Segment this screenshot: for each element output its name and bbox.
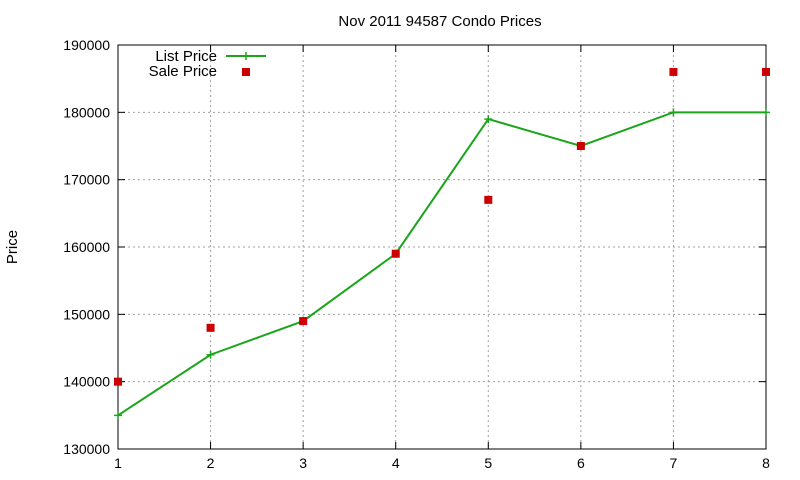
x-tick-label: 1 <box>114 455 122 471</box>
x-tick-label: 5 <box>484 455 492 471</box>
legend-label-sale-price: Sale Price <box>149 63 217 80</box>
list-price-point <box>484 115 493 124</box>
y-tick-label: 170000 <box>63 172 110 188</box>
chart-title: Nov 2011 94587 Condo Prices <box>338 13 541 30</box>
y-tick-label: 150000 <box>63 306 110 322</box>
sale-price-point <box>391 249 400 258</box>
sale-price-point <box>114 377 122 386</box>
y-tick-label: 160000 <box>63 239 110 255</box>
sale-price-point <box>669 67 678 76</box>
y-tick-label: 130000 <box>63 441 110 457</box>
list-price-point <box>114 411 122 420</box>
legend-label-list-price: List Price <box>155 48 217 65</box>
x-tick-label: 2 <box>207 455 215 471</box>
legend: List Price Sale Price <box>149 48 266 80</box>
y-axis: 130000 140000 150000 160000 170000 180000 1900… <box>63 37 766 457</box>
sale-price-point <box>762 67 770 76</box>
y-tick-label: 190000 <box>63 37 110 53</box>
x-tick-label: 3 <box>299 455 307 471</box>
x-tick-label: 8 <box>762 455 770 471</box>
sale-price-point <box>206 323 215 332</box>
sale-price-point <box>484 195 493 204</box>
x-tick-label: 7 <box>670 455 678 471</box>
x-tick-label: 6 <box>577 455 585 471</box>
list-price-point <box>669 108 678 117</box>
series-layer <box>114 67 770 420</box>
legend-marker-sale-price <box>242 68 250 76</box>
grid-lines <box>118 45 766 449</box>
y-tick-label: 180000 <box>63 104 110 120</box>
y-axis-label: Price <box>4 230 21 264</box>
series-line-list-price <box>117 111 766 417</box>
legend-marker-list-price <box>242 52 250 60</box>
sale-price-point <box>299 317 308 326</box>
list-price-point <box>206 350 215 359</box>
x-tick-label: 4 <box>392 455 400 471</box>
y-tick-label: 140000 <box>63 374 110 390</box>
sale-price-point <box>576 142 585 150</box>
list-price-point <box>762 108 770 117</box>
x-axis: 1 2 3 4 5 6 7 8 <box>114 45 770 471</box>
